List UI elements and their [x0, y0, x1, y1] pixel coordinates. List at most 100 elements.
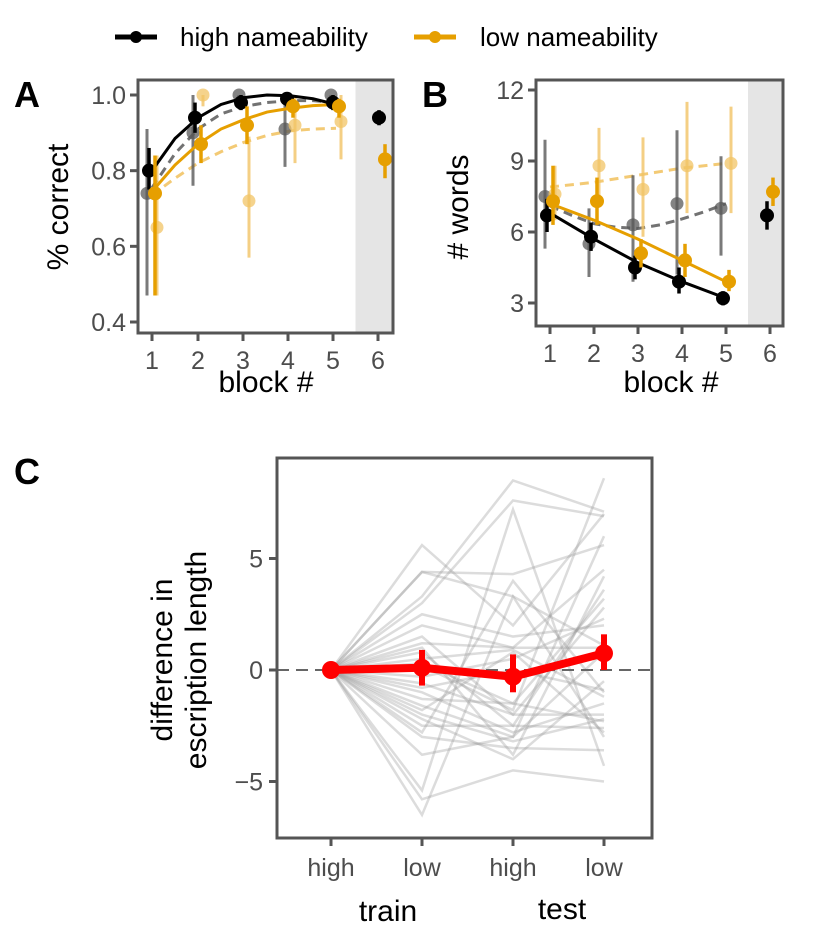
plot-frame	[275, 456, 654, 840]
participant-line	[330, 589, 606, 728]
data-point	[546, 194, 560, 209]
x-tick-label: high	[307, 854, 354, 882]
panel-a-xlabel: block #	[218, 366, 313, 399]
data-point	[590, 194, 604, 209]
x-tick-label: 2	[191, 347, 205, 375]
panel-a-chart: 1 2 3 4 5 6 0.4 0.6 0.8 1.0	[91, 78, 395, 375]
data-point	[722, 274, 736, 289]
legend-low-dot-icon	[429, 31, 441, 43]
participant-line	[329, 513, 605, 671]
data-point	[628, 260, 642, 275]
panel-c-ylabel-line2: escription length	[180, 551, 213, 769]
data-point	[716, 291, 730, 306]
participant-line	[330, 535, 606, 739]
data-point	[672, 274, 686, 289]
plot-frame	[136, 78, 395, 335]
data-point	[334, 114, 348, 128]
x-tick-label: 6	[763, 340, 777, 368]
participant-line	[330, 668, 605, 730]
participant-line	[329, 669, 605, 801]
data-point	[150, 220, 164, 234]
participant-line	[330, 478, 605, 671]
panel-letter-b: B	[422, 74, 448, 115]
y-tick-label: 9	[510, 148, 524, 176]
y-tick-label: 0	[249, 657, 263, 685]
panel-c-chart: high low high low −5 0 5	[234, 456, 654, 882]
participant-line	[330, 668, 605, 752]
participant-line	[330, 668, 605, 734]
legend-label-high: high nameability	[180, 22, 368, 52]
x-tick-label: 3	[631, 340, 645, 368]
y-tick-label: 12	[496, 77, 524, 105]
data-point	[592, 159, 606, 173]
x-tick-label: 5	[719, 340, 733, 368]
fit-line	[549, 202, 727, 284]
participant-line	[330, 651, 605, 757]
mean-point	[595, 644, 613, 663]
data-point	[240, 118, 254, 133]
plot-background	[536, 80, 783, 326]
panel-a-ylabel: % correct	[42, 143, 75, 270]
x-tick-label: 3	[236, 347, 250, 375]
panel-c-ylabel-line1: difference in	[146, 579, 179, 742]
x-tick-label: low	[403, 854, 441, 882]
x-tick-label: low	[585, 854, 623, 882]
data-point	[234, 95, 248, 110]
data-point	[332, 99, 346, 114]
x-tick-label: 2	[587, 340, 601, 368]
data-point	[760, 208, 774, 223]
participant-line	[330, 641, 604, 672]
y-tick-label: 0.4	[91, 309, 126, 337]
y-tick-label: 3	[510, 290, 524, 318]
data-point	[286, 99, 300, 114]
data-point	[680, 159, 694, 173]
participant-line	[330, 668, 605, 761]
plot-content	[538, 101, 780, 306]
data-point	[670, 197, 684, 211]
legend-item-high: high nameability	[115, 22, 368, 52]
plot-frame	[534, 78, 785, 328]
data-point	[584, 229, 598, 244]
data-point	[288, 118, 302, 132]
data-point	[714, 201, 728, 215]
data-point	[540, 208, 554, 223]
participant-line	[330, 668, 605, 692]
plot-background	[277, 458, 652, 838]
participant-line	[330, 578, 605, 735]
mean-series	[322, 634, 613, 693]
y-tick-label: 5	[249, 546, 263, 574]
data-point	[142, 163, 156, 178]
mean-point	[322, 661, 340, 679]
participant-line	[330, 505, 606, 794]
y-tick-label: 1.0	[91, 82, 126, 110]
participant-line	[330, 617, 605, 678]
y-tick-label: 6	[510, 219, 524, 247]
panel-letter-c: C	[14, 451, 40, 492]
panel-c-xgroup-train: train	[359, 895, 417, 928]
x-tick-label: 6	[371, 347, 385, 375]
x-tick-label: 4	[675, 340, 689, 368]
data-point	[766, 184, 780, 199]
legend: high nameability low nameability	[115, 22, 658, 52]
participant-line	[330, 668, 604, 716]
data-point	[372, 110, 386, 125]
legend-high-dot-icon	[130, 31, 142, 43]
y-tick-label: −5	[234, 769, 263, 797]
y-tick-label: 0.8	[91, 158, 126, 186]
legend-label-low: low nameability	[480, 22, 658, 52]
panel-c-xgroup-test: test	[538, 893, 587, 926]
participant-line	[330, 668, 605, 723]
participant-line	[330, 568, 605, 672]
data-point	[636, 182, 650, 196]
participant-line	[330, 668, 605, 743]
x-tick-label: 4	[281, 347, 295, 375]
model-fit-dashed-line	[151, 126, 337, 197]
participant-line	[330, 570, 605, 671]
mean-line	[330, 649, 605, 681]
panel-b-ylabel: # words	[442, 154, 475, 259]
mean-point	[504, 667, 522, 686]
data-point	[188, 110, 202, 125]
panel-b-xlabel: block #	[623, 366, 718, 399]
